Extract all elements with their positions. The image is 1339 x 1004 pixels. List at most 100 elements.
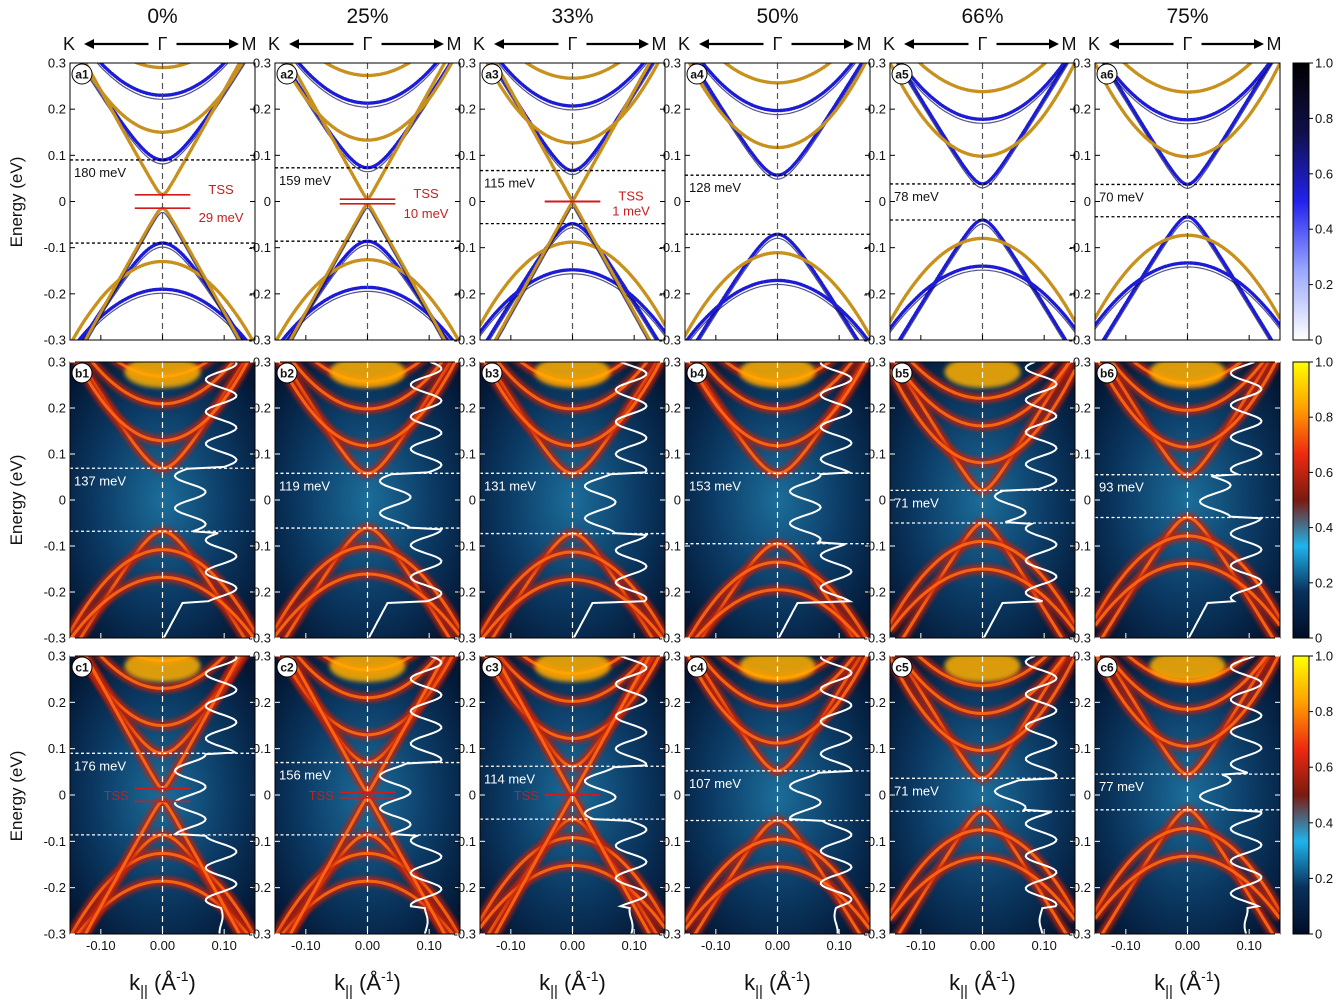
panel-tag: c6	[1100, 661, 1114, 675]
y-tick-label: 0	[59, 194, 66, 209]
x-tick-label: -0.10	[86, 938, 116, 953]
spectral-band-core	[291, 362, 444, 411]
gap-label: 137 meV	[74, 473, 126, 488]
panel-plot-area: 107 meV	[685, 656, 870, 934]
colorbar-tick-label: 1.0	[1315, 56, 1333, 71]
x-axis-title-k: k	[744, 970, 756, 995]
y-tick-label: 0.1	[458, 148, 476, 163]
x-axis-title: k|| (Å-1)	[949, 968, 1016, 1000]
direction-k-label: K	[1088, 34, 1100, 54]
direction-k-label: K	[883, 34, 895, 54]
direction-m-label: M	[1062, 34, 1077, 54]
panel-tag: b4	[690, 367, 704, 381]
spectral-band-core	[916, 656, 1049, 688]
panel-tag: a2	[280, 68, 294, 82]
spectral-band-core	[496, 362, 649, 411]
y-tick-label: 0	[879, 194, 886, 209]
y-tick-label: -0.1	[44, 240, 66, 255]
panel-tag-badge	[276, 656, 298, 678]
colorbar-tick-label: 0.2	[1315, 871, 1333, 886]
x-axis-title-unit: (Å	[558, 970, 586, 995]
panel-tag-badge	[686, 656, 708, 678]
direction-gamma-label: Γ	[773, 34, 783, 54]
panel-tag: a6	[1100, 68, 1114, 82]
x-axis-labels: k|| (Å-1) k|| (Å-1) k|| (Å-1) k|| (Å-1) k|| …	[129, 968, 1221, 1000]
gap-label: 153 meV	[689, 478, 741, 493]
panel-plot-area: 114 meV TSS	[480, 656, 665, 934]
y-tick-label: -0.2	[454, 585, 476, 600]
spectral-band-core	[893, 362, 1072, 492]
x-tick-label: -0.10	[1111, 938, 1141, 953]
y-tick-label: 0.2	[48, 695, 66, 710]
x-axis-title-sub: ||	[550, 983, 558, 1000]
y-tick-label: -0.1	[659, 539, 681, 554]
y-tick-label: 0.3	[458, 649, 476, 664]
dos-curve	[777, 362, 854, 638]
panel-tag-badge	[481, 656, 503, 678]
tss-gap-label: 1 meV	[612, 204, 650, 219]
y-tick-label: 0	[1084, 194, 1091, 209]
spectral-band-core	[890, 567, 1075, 633]
x-axis-title-close: )	[1009, 970, 1016, 995]
gap-label: 176 meV	[74, 758, 126, 773]
band-curve	[1121, 63, 1254, 94]
gap-label: 131 meV	[484, 478, 536, 493]
gap-label: 128 meV	[689, 180, 741, 195]
y-tick-label: -0.3	[1069, 631, 1091, 646]
panel-tag-badge	[481, 362, 503, 384]
tss-gap-label: 10 meV	[404, 206, 449, 221]
panel-tag: b2	[280, 367, 294, 381]
y-tick-label: 0.3	[458, 56, 476, 71]
direction-gamma-label: Γ	[158, 34, 168, 54]
spectral-band-core	[1110, 362, 1265, 412]
y-tick-label: 0.1	[663, 447, 681, 462]
panel-tag-badge	[1096, 362, 1118, 384]
y-tick-label: 0.2	[663, 401, 681, 416]
y-tick-label: 0.2	[48, 401, 66, 416]
y-tick-label: -0.3	[44, 631, 66, 646]
panel-plot-area: 131 meV	[480, 362, 665, 638]
y-tick-label: -0.3	[249, 631, 271, 646]
colorbar-gradient	[1292, 361, 1310, 639]
x-tick-label: 0.00	[1175, 938, 1200, 953]
x-axis-title-sup: -1	[1201, 968, 1214, 984]
y-tick-label: -0.2	[44, 585, 66, 600]
y-tick-label: -0.1	[44, 539, 66, 554]
y-tick-label: 0.2	[1073, 695, 1091, 710]
arrow-right-icon	[639, 39, 649, 49]
y-tick-label: 0	[469, 788, 476, 803]
panel-plot-area: 180 meV TSS 29 meV	[70, 63, 255, 340]
colorbar-tick-label: 0.6	[1315, 166, 1333, 181]
y-tick-label: -0.2	[864, 880, 886, 895]
panel-plot-area: 71 meV	[890, 362, 1075, 638]
band-curve	[485, 63, 660, 145]
panel-tag-badge	[276, 362, 298, 384]
panel-a4: 128 meV a4 -0.3 -0.2 -0.1 0 0.1 0.2 0.3	[659, 56, 871, 348]
y-tick-label: -0.1	[454, 834, 476, 849]
panel-plot-area: 153 meV	[685, 362, 870, 638]
spectral-band-core	[70, 548, 255, 634]
band-curve	[87, 212, 238, 340]
column-header: 25%	[346, 5, 388, 28]
y-tick-label: -0.2	[44, 286, 66, 301]
y-tick-label: -0.2	[249, 880, 271, 895]
y-tick-label: 0	[59, 788, 66, 803]
gap-label: 159 meV	[279, 173, 331, 188]
arrow-left-icon	[1109, 39, 1119, 49]
panel-tag-badge	[686, 362, 708, 384]
y-tick-label: -0.1	[659, 834, 681, 849]
band-curve	[1095, 261, 1280, 327]
colorbar-tick-label: 0.6	[1315, 465, 1333, 480]
y-tick-label: 0.3	[48, 56, 66, 71]
y-tick-label: 0	[674, 788, 681, 803]
x-tick-label: 0.10	[827, 938, 852, 953]
y-tick-label: 0.1	[1073, 741, 1091, 756]
y-tick-label: -0.1	[1069, 539, 1091, 554]
colorbar-tick-label: 1.0	[1315, 649, 1333, 664]
gap-label: 77 meV	[1099, 779, 1144, 794]
colorbar-tick-label: 0.4	[1315, 520, 1333, 535]
y-tick-label: -0.1	[864, 834, 886, 849]
tss-label: TSS	[104, 788, 130, 803]
y-tick-label: 0.3	[663, 649, 681, 664]
